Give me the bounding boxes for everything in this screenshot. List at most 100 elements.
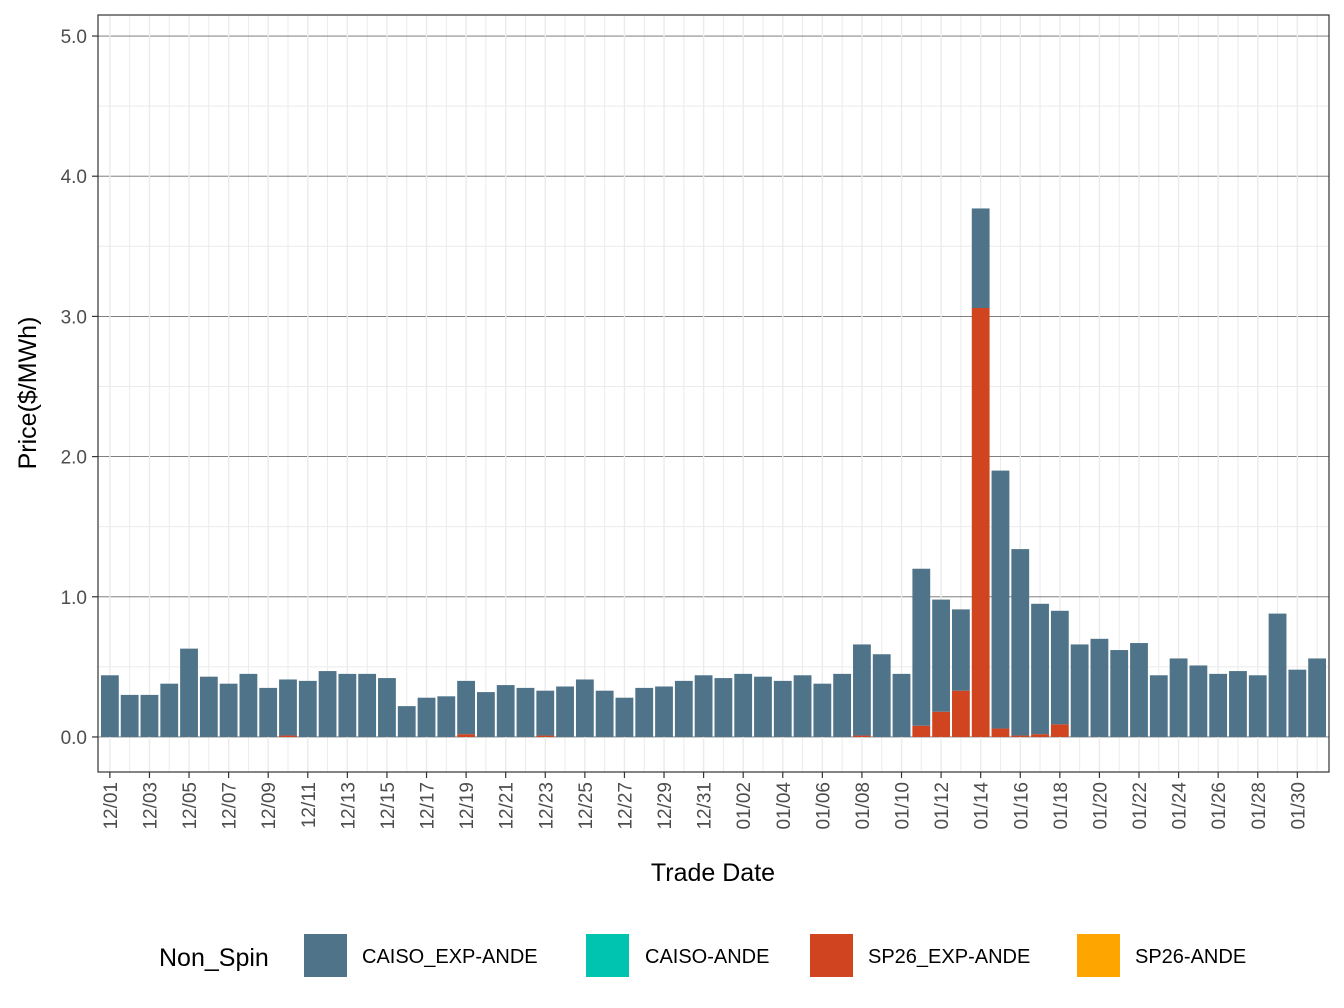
legend-key-caiso-ande bbox=[586, 934, 629, 977]
bar-caiso-exp-ande-01-27 bbox=[1229, 671, 1247, 737]
bar-sp26-exp-ande-01-16 bbox=[1011, 735, 1030, 737]
bar-caiso-exp-ande-01-24 bbox=[1169, 658, 1188, 737]
x-tick-label: 01/12 bbox=[932, 782, 953, 830]
y-tick-label: 1.0 bbox=[61, 588, 87, 609]
x-tick-label: 12/23 bbox=[536, 782, 557, 830]
bar-sp26-exp-ande-01-17 bbox=[1031, 734, 1049, 737]
bar-sp26-exp-ande-01-11 bbox=[912, 725, 931, 737]
bar-caiso-exp-ande-12-12 bbox=[318, 671, 337, 737]
bar-caiso-exp-ande-12-15 bbox=[378, 678, 396, 737]
bar-caiso-exp-ande-01-06 bbox=[813, 683, 832, 737]
bar-caiso-exp-ande-12-10 bbox=[279, 679, 297, 736]
x-tick-label: 01/30 bbox=[1288, 782, 1309, 830]
bar-caiso-exp-ande-01-25 bbox=[1189, 665, 1208, 737]
bar-caiso-exp-ande-01-01 bbox=[714, 678, 733, 737]
x-tick-label: 01/20 bbox=[1090, 782, 1111, 830]
legend-label-caiso-ande: CAISO-ANDE bbox=[645, 946, 769, 968]
bar-caiso-exp-ande-01-22 bbox=[1130, 643, 1148, 737]
bar-caiso-exp-ande-01-14 bbox=[971, 208, 990, 308]
x-tick-label: 12/31 bbox=[695, 782, 716, 830]
bar-caiso-exp-ande-01-15 bbox=[991, 470, 1010, 729]
bar-sp26-exp-ande-01-15 bbox=[991, 728, 1010, 737]
y-tick-label: 5.0 bbox=[61, 27, 87, 48]
bar-sp26-exp-ande-01-12 bbox=[932, 711, 951, 737]
bar-sp26-exp-ande-12-10 bbox=[279, 735, 297, 737]
bar-caiso-exp-ande-01-17 bbox=[1031, 603, 1049, 735]
legend-label-caiso-exp-ande: CAISO_EXP-ANDE bbox=[362, 946, 538, 968]
bar-caiso-exp-ande-12-20 bbox=[476, 692, 495, 737]
bar-caiso-exp-ande-12-01 bbox=[100, 675, 119, 737]
bar-caiso-exp-ande-12-28 bbox=[635, 687, 654, 737]
bar-caiso-exp-ande-12-04 bbox=[160, 683, 179, 737]
legend-label-sp26-exp-ande: SP26_EXP-ANDE bbox=[868, 946, 1030, 968]
bar-caiso-exp-ande-01-10 bbox=[892, 673, 911, 737]
bar-caiso-exp-ande-01-28 bbox=[1248, 675, 1267, 737]
bar-caiso-exp-ande-12-22 bbox=[516, 687, 535, 737]
x-tick-label: 12/05 bbox=[180, 782, 201, 830]
x-tick-label: 01/16 bbox=[1011, 782, 1032, 830]
bar-caiso-exp-ande-12-21 bbox=[496, 685, 515, 737]
y-tick-label: 2.0 bbox=[61, 448, 87, 469]
bar-caiso-exp-ande-12-13 bbox=[338, 673, 357, 737]
y-tick-label: 0.0 bbox=[61, 728, 87, 749]
bar-caiso-exp-ande-01-12 bbox=[932, 599, 951, 712]
bar-caiso-exp-ande-12-02 bbox=[120, 694, 139, 737]
bar-caiso-exp-ande-01-13 bbox=[951, 609, 970, 691]
bar-caiso-exp-ande-01-31 bbox=[1308, 658, 1327, 737]
x-tick-label: 01/28 bbox=[1249, 782, 1270, 830]
major-gridlines-x bbox=[109, 15, 1299, 772]
bar-caiso-exp-ande-01-08 bbox=[853, 644, 871, 736]
legend-label-sp26-ande: SP26-ANDE bbox=[1135, 946, 1246, 968]
bar-caiso-exp-ande-01-03 bbox=[754, 676, 772, 737]
x-tick-label: 01/26 bbox=[1209, 782, 1230, 830]
x-tick-label: 12/07 bbox=[220, 782, 241, 830]
bar-caiso-exp-ande-12-06 bbox=[199, 676, 218, 737]
bars bbox=[100, 208, 1327, 737]
bar-caiso-exp-ande-12-23 bbox=[536, 690, 555, 736]
bar-sp26-exp-ande-01-08 bbox=[853, 735, 871, 737]
bar-caiso-exp-ande-12-08 bbox=[239, 673, 258, 737]
x-tick-label: 01/22 bbox=[1130, 782, 1151, 830]
bar-caiso-exp-ande-12-09 bbox=[259, 687, 278, 737]
bar-caiso-exp-ande-01-20 bbox=[1090, 638, 1109, 737]
legend-key-sp26-ande bbox=[1077, 934, 1120, 977]
bar-caiso-exp-ande-01-16 bbox=[1011, 549, 1030, 736]
x-tick-label: 12/27 bbox=[615, 782, 636, 830]
bar-caiso-exp-ande-01-26 bbox=[1209, 673, 1228, 737]
bar-caiso-exp-ande-12-24 bbox=[556, 686, 574, 737]
bar-caiso-exp-ande-01-29 bbox=[1268, 613, 1287, 737]
bar-sp26-exp-ande-01-14 bbox=[971, 307, 990, 737]
bar-caiso-exp-ande-01-18 bbox=[1050, 610, 1069, 725]
bar-caiso-exp-ande-12-29 bbox=[655, 686, 673, 737]
bar-caiso-exp-ande-12-07 bbox=[219, 683, 238, 737]
legend-title: Non_Spin bbox=[159, 944, 269, 972]
y-axis: 0.0 1.0 2.0 3.0 4.0 5.0 bbox=[61, 27, 98, 749]
x-tick-label: 01/04 bbox=[774, 782, 795, 830]
legend-key-caiso-exp-ande bbox=[304, 934, 347, 977]
bar-caiso-exp-ande-12-26 bbox=[595, 690, 614, 737]
x-tick-label: 01/10 bbox=[893, 782, 914, 830]
bar-caiso-exp-ande-01-05 bbox=[793, 675, 812, 737]
bar-sp26-exp-ande-12-23 bbox=[536, 735, 555, 737]
x-tick-label: 12/11 bbox=[299, 782, 320, 828]
bar-caiso-exp-ande-01-21 bbox=[1110, 650, 1129, 737]
x-tick-label: 01/08 bbox=[853, 782, 874, 830]
bar-caiso-exp-ande-01-30 bbox=[1288, 669, 1307, 737]
x-tick-label: 12/19 bbox=[457, 782, 478, 830]
bar-caiso-exp-ande-01-23 bbox=[1149, 675, 1168, 737]
bar-caiso-exp-ande-01-04 bbox=[773, 680, 792, 737]
bar-caiso-exp-ande-12-31 bbox=[694, 675, 713, 737]
bar-sp26-exp-ande-01-18 bbox=[1050, 724, 1069, 737]
x-tick-label: 01/02 bbox=[734, 782, 755, 830]
bar-caiso-exp-ande-01-02 bbox=[734, 673, 753, 737]
bar-sp26-exp-ande-12-19 bbox=[457, 734, 476, 737]
bar-caiso-exp-ande-12-19 bbox=[457, 680, 476, 735]
x-axis-title: Trade Date bbox=[651, 859, 775, 887]
bar-caiso-exp-ande-12-27 bbox=[615, 697, 634, 737]
x-tick-label: 12/13 bbox=[338, 782, 359, 830]
bar-caiso-exp-ande-12-11 bbox=[298, 680, 317, 737]
y-axis-title: Price($/MWh) bbox=[14, 317, 42, 470]
bar-caiso-exp-ande-12-03 bbox=[140, 694, 159, 737]
plot-border bbox=[97, 14, 1330, 773]
